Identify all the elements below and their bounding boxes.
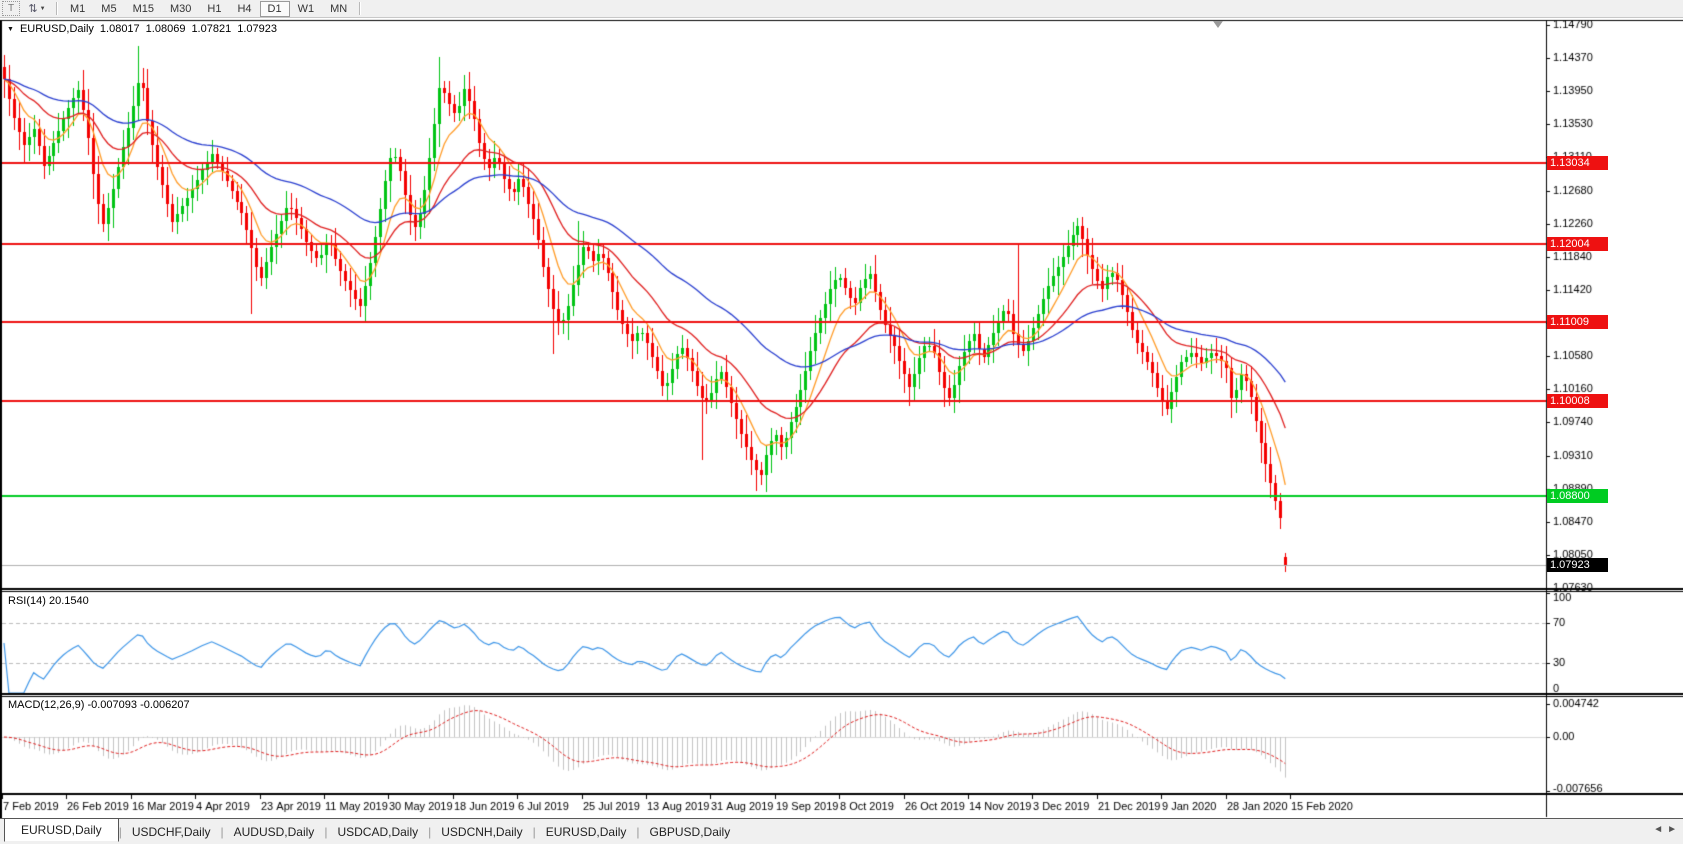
resistance-price-tag-1.11009[interactable]: 1.11009 <box>1547 315 1608 329</box>
macd-indicator-label: MACD(12,26,9) -0.007093 -0.006207 <box>8 699 190 711</box>
resistance-price-tag-1.12004[interactable]: 1.12004 <box>1547 237 1608 251</box>
toolbar-separator <box>359 2 362 15</box>
text-tool-button[interactable]: T <box>2 1 20 16</box>
current-price-tag[interactable]: 1.07923 <box>1547 558 1608 572</box>
sort-arrows-icon: ⇅ <box>28 3 38 15</box>
timeframe-button-d1[interactable]: D1 <box>259 0 290 17</box>
chart-tab-6[interactable]: GBPUSD,Daily <box>649 825 731 839</box>
chart-shift-marker[interactable] <box>1213 21 1223 28</box>
quote-open: 1.08017 <box>99 23 140 35</box>
timeframe-button-h1[interactable]: H1 <box>207 2 222 15</box>
chart-tab-1[interactable]: USDCHF,Daily <box>131 825 211 839</box>
tab-scroll-right-button[interactable]: ► <box>1667 824 1677 835</box>
tab-separator: | <box>428 825 432 839</box>
tab-separator: | <box>532 825 536 839</box>
chart-title: ▼ EURUSD,Daily 1.08017 1.08069 1.07821 1… <box>7 23 277 35</box>
tab-separator: | <box>636 825 640 839</box>
tab-separator: | <box>324 825 328 839</box>
resistance-price-tag-1.10008[interactable]: 1.10008 <box>1547 394 1608 408</box>
quote-high: 1.08069 <box>145 23 186 35</box>
chart-tab-bar: EURUSD,Daily | USDCHF,Daily | AUDUSD,Daily | U… <box>0 818 1683 844</box>
quote-low: 1.07821 <box>191 23 232 35</box>
cycle-timeframes-button[interactable]: ⇅ ▼ <box>24 2 50 15</box>
chart-tab-2[interactable]: AUDUSD,Daily <box>233 825 315 839</box>
chart-symbol-label: EURUSD,Daily <box>19 23 94 35</box>
chart-tab-0[interactable]: EURUSD,Daily <box>4 818 119 842</box>
tab-separator: | <box>220 825 224 839</box>
tab-scroll-buttons: ◄ ► <box>1653 824 1677 835</box>
chart-menu-icon[interactable]: ▼ <box>7 25 14 33</box>
support-price-tag-1.08800[interactable]: 1.08800 <box>1547 489 1608 503</box>
dropdown-caret-icon: ▼ <box>39 5 46 12</box>
timeframe-button-mn[interactable]: MN <box>330 2 348 15</box>
timeframe-button-m5[interactable]: M5 <box>101 2 117 15</box>
timeframe-button-group: M1 M5 M15 M30 H1 H4 D1 W1 MN <box>62 0 355 17</box>
timeframe-button-h4[interactable]: H4 <box>237 2 252 15</box>
tab-scroll-left-button[interactable]: ◄ <box>1653 824 1664 835</box>
toolbar: T ⇅ ▼ M1 M5 M15 M30 H1 H4 D1 W1 MN <box>0 0 1683 18</box>
timeframe-button-w1[interactable]: W1 <box>297 2 315 15</box>
timeframe-button-m1[interactable]: M1 <box>70 2 86 15</box>
quote-close: 1.07923 <box>237 23 277 35</box>
timeframe-button-m30[interactable]: M30 <box>169 2 192 15</box>
resistance-price-tag-1.13034[interactable]: 1.13034 <box>1547 156 1608 170</box>
timeframe-button-m15[interactable]: M15 <box>132 2 154 15</box>
toolbar-separator <box>56 2 58 15</box>
rsi-indicator-label: RSI(14) 20.1540 <box>8 595 89 607</box>
tab-separator: | <box>118 825 122 839</box>
chart-tab-4[interactable]: USDCNH,Daily <box>441 825 523 839</box>
chart-tab-5[interactable]: EURUSD,Daily <box>545 825 627 839</box>
chart-tabs: EURUSD,Daily | USDCHF,Daily | AUDUSD,Daily | U… <box>0 818 740 844</box>
chart-tab-3[interactable]: USDCAD,Daily <box>337 825 419 839</box>
